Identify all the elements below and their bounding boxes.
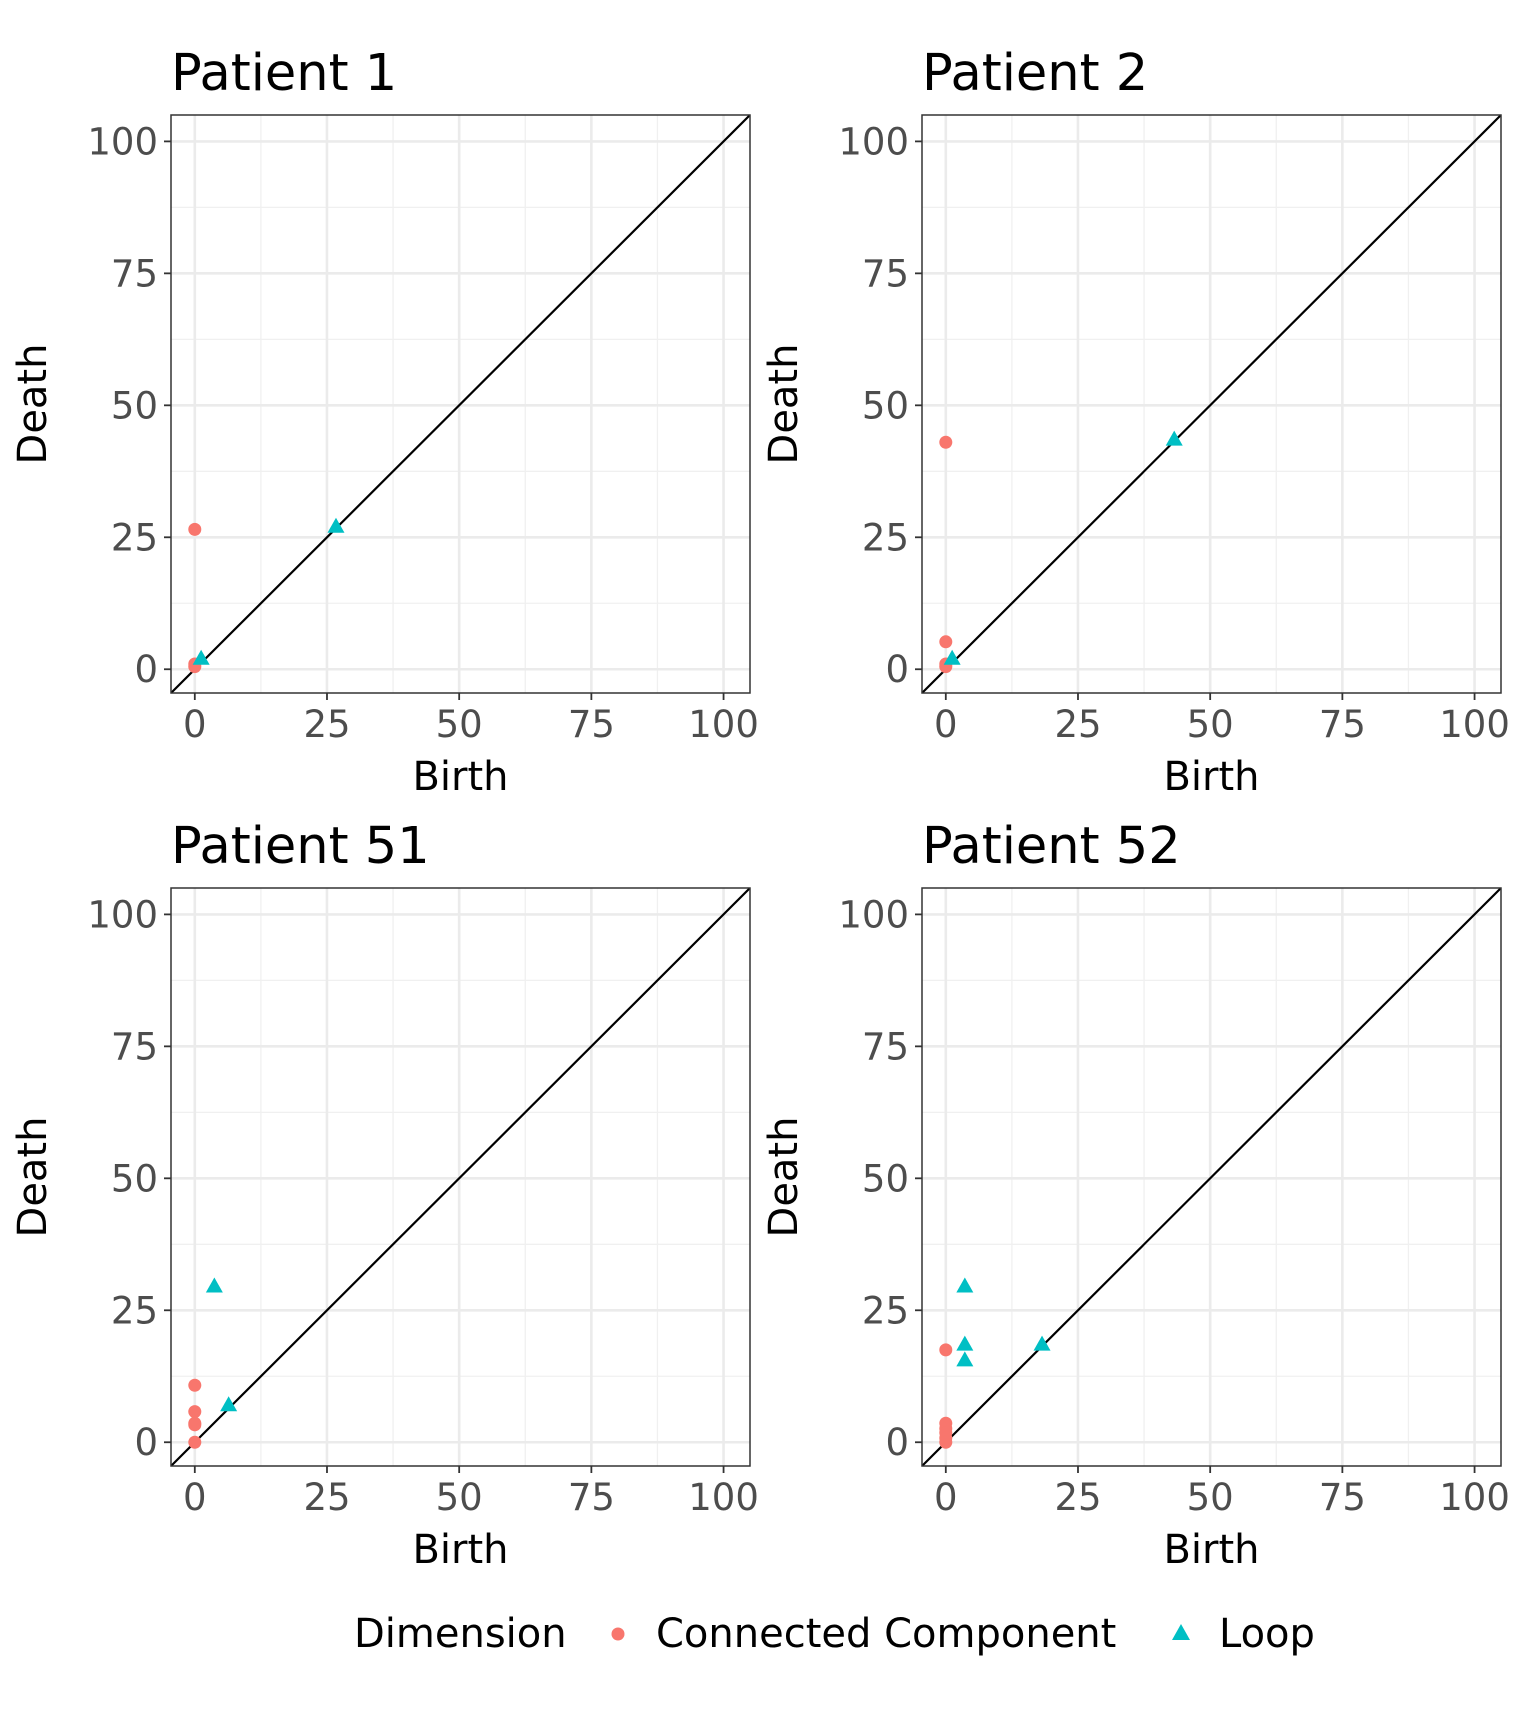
plot-border bbox=[921, 887, 1502, 1467]
panel-title: Patient 51 bbox=[171, 817, 430, 876]
y-tick-label: 25 bbox=[111, 1289, 158, 1332]
point-loop bbox=[327, 517, 345, 533]
y-tick-label: 50 bbox=[862, 1157, 909, 1200]
point-loop bbox=[205, 1277, 223, 1293]
x-tick-label: 25 bbox=[303, 703, 350, 746]
point-connected-component bbox=[939, 435, 953, 449]
x-tick-label: 25 bbox=[1054, 1476, 1101, 1519]
x-tick-label: 100 bbox=[1439, 703, 1510, 746]
panel-title: Patient 2 bbox=[922, 44, 1148, 103]
x-tick-label: 75 bbox=[568, 703, 615, 746]
y-tick-label: 25 bbox=[862, 1289, 909, 1332]
y-tick-label: 75 bbox=[862, 252, 909, 295]
diagonal-reference-line bbox=[171, 115, 750, 693]
chart-panel: 0 25 50 75 100 0 25 50 75 100 Birth Death Patient 51 bbox=[10, 817, 759, 1573]
y-tick-label: 0 bbox=[885, 1421, 909, 1464]
point-connected-component bbox=[188, 1405, 202, 1419]
y-axis-title: Death bbox=[10, 1117, 56, 1238]
point-connected-component bbox=[188, 1418, 202, 1432]
x-tick-label: 100 bbox=[1439, 1476, 1510, 1519]
chart-panel: 0 25 50 75 100 0 25 50 75 100 Birth Death Patient 1 bbox=[10, 44, 759, 800]
legend-title: Dimension bbox=[354, 1611, 567, 1657]
y-tick-label: 0 bbox=[885, 648, 909, 691]
x-tick-label: 0 bbox=[183, 703, 207, 746]
plot-border bbox=[921, 114, 1502, 694]
y-tick-label: 75 bbox=[111, 252, 158, 295]
legend-label-connected-component: Connected Component bbox=[656, 1611, 1116, 1657]
panel-title: Patient 52 bbox=[922, 817, 1181, 876]
y-tick-label: 100 bbox=[838, 120, 909, 163]
y-tick-label: 50 bbox=[111, 384, 158, 427]
x-tick-label: 100 bbox=[688, 1476, 759, 1519]
y-axis-title: Death bbox=[10, 344, 56, 465]
y-tick-label: 25 bbox=[862, 516, 909, 559]
diagonal-reference-line bbox=[922, 888, 1501, 1466]
x-axis-title: Birth bbox=[1163, 1527, 1259, 1573]
chart-panel: 0 25 50 75 100 0 25 50 75 100 Birth Death Patient 2 bbox=[761, 44, 1510, 800]
x-tick-label: 25 bbox=[1054, 703, 1101, 746]
x-tick-label: 50 bbox=[1187, 1476, 1234, 1519]
x-tick-label: 0 bbox=[934, 1476, 958, 1519]
y-tick-label: 25 bbox=[111, 516, 158, 559]
y-tick-label: 50 bbox=[862, 384, 909, 427]
y-tick-label: 75 bbox=[862, 1025, 909, 1068]
point-connected-component bbox=[939, 1435, 953, 1449]
x-tick-label: 50 bbox=[436, 703, 483, 746]
x-axis-title: Birth bbox=[412, 754, 508, 800]
plot-border bbox=[170, 114, 751, 694]
point-loop bbox=[1165, 430, 1183, 446]
point-connected-component bbox=[188, 522, 202, 536]
x-tick-label: 50 bbox=[436, 1476, 483, 1519]
point-loop bbox=[943, 649, 961, 665]
y-tick-label: 100 bbox=[87, 120, 158, 163]
panel-title: Patient 1 bbox=[171, 44, 397, 103]
y-axis-title: Death bbox=[761, 344, 807, 465]
diagonal-reference-line bbox=[171, 888, 750, 1466]
plot-border bbox=[170, 887, 751, 1467]
legend-key-connected-component bbox=[611, 1627, 625, 1641]
point-connected-component bbox=[188, 1378, 202, 1392]
chart-panel: 0 25 50 75 100 0 25 50 75 100 Birth Death Patient 52 bbox=[761, 817, 1510, 1573]
legend: Dimension Connected Component Loop bbox=[354, 1611, 1315, 1657]
y-tick-label: 75 bbox=[111, 1025, 158, 1068]
x-tick-label: 50 bbox=[1187, 703, 1234, 746]
point-loop bbox=[956, 1335, 974, 1351]
legend-key-loop bbox=[1172, 1624, 1190, 1640]
x-tick-label: 75 bbox=[1319, 703, 1366, 746]
point-loop bbox=[1033, 1335, 1051, 1351]
point-loop bbox=[956, 1277, 974, 1293]
x-tick-label: 75 bbox=[1319, 1476, 1366, 1519]
point-loop bbox=[220, 1396, 238, 1412]
y-tick-label: 0 bbox=[134, 648, 158, 691]
x-tick-label: 0 bbox=[183, 1476, 207, 1519]
legend-label-loop: Loop bbox=[1219, 1611, 1315, 1657]
x-tick-label: 0 bbox=[934, 703, 958, 746]
x-axis-title: Birth bbox=[412, 1527, 508, 1573]
diagonal-reference-line bbox=[922, 115, 1501, 693]
y-axis-title: Death bbox=[761, 1117, 807, 1238]
y-tick-label: 50 bbox=[111, 1157, 158, 1200]
point-loop bbox=[956, 1351, 974, 1367]
point-connected-component bbox=[939, 635, 953, 649]
y-tick-label: 100 bbox=[87, 893, 158, 936]
y-tick-label: 100 bbox=[838, 893, 909, 936]
point-connected-component bbox=[188, 1435, 202, 1449]
y-tick-label: 0 bbox=[134, 1421, 158, 1464]
x-axis-title: Birth bbox=[1163, 754, 1259, 800]
point-connected-component bbox=[939, 1343, 953, 1357]
x-tick-label: 100 bbox=[688, 703, 759, 746]
x-tick-label: 75 bbox=[568, 1476, 615, 1519]
x-tick-label: 25 bbox=[303, 1476, 350, 1519]
point-loop bbox=[192, 649, 210, 665]
